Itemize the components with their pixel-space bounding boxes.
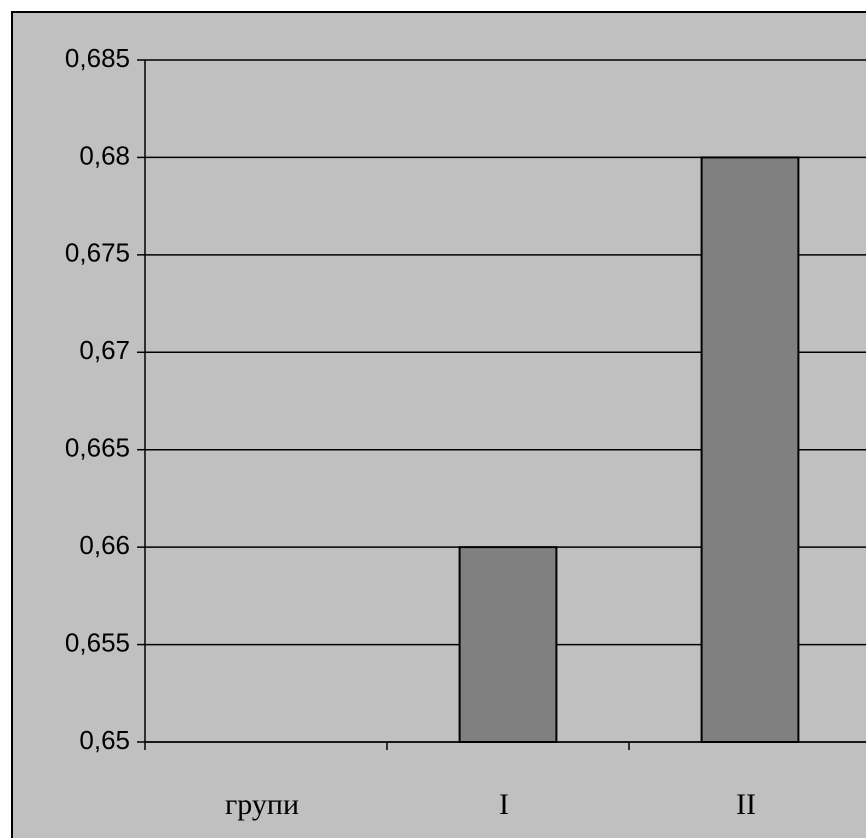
y-tick-label: 0,655	[65, 627, 130, 657]
x-tick-label: I	[499, 788, 509, 821]
y-tick-label: 0,675	[65, 238, 130, 268]
bar	[700, 156, 800, 743]
bar	[458, 546, 558, 744]
y-tick-label: 0,65	[79, 725, 130, 755]
y-tick-label: 0,665	[65, 433, 130, 463]
y-tick-label: 0,685	[65, 43, 130, 73]
x-tick-label: II	[736, 788, 756, 821]
x-tick-label: групи	[225, 788, 299, 821]
y-tick-label: 0,67	[79, 335, 130, 365]
y-tick-label: 0,66	[79, 530, 130, 560]
y-tick-label: 0,68	[79, 140, 130, 170]
